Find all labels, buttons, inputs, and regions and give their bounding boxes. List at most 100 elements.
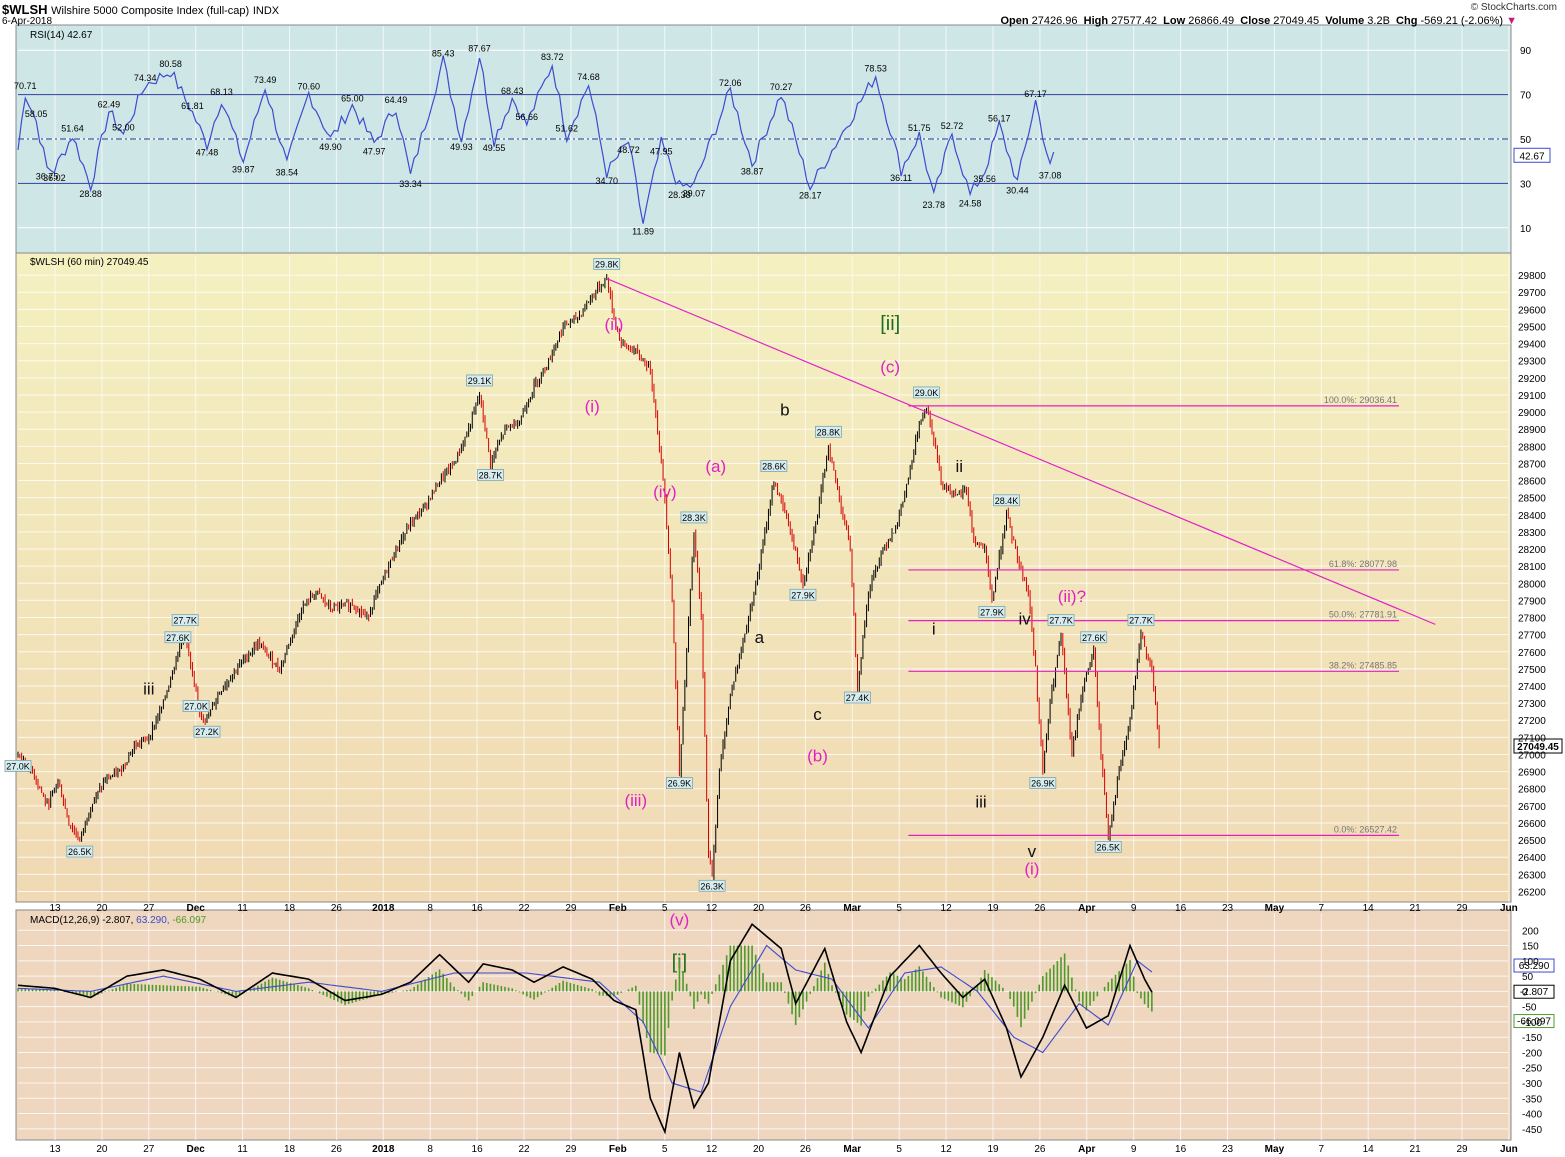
wave-label: ii xyxy=(955,457,963,476)
price-point-label: 29.8K xyxy=(595,260,619,270)
price-point-label: 27.9K xyxy=(980,607,1004,617)
rsi-point-label: 58.05 xyxy=(25,109,48,119)
x-tick-label-macd: 29 xyxy=(1456,1144,1468,1155)
rsi-point-label: 70.60 xyxy=(297,81,320,91)
x-tick-label-price: May xyxy=(1265,903,1285,914)
price-point-label: 27.0K xyxy=(6,761,30,771)
wave-label: i xyxy=(932,620,936,639)
price-point-label: 29.1K xyxy=(468,376,492,386)
price-point-badge xyxy=(1094,841,1122,853)
price-y-tick: 27800 xyxy=(1518,614,1546,625)
header-date: 6-Apr-2018 xyxy=(2,16,53,27)
close-value: 27049.45 xyxy=(1273,15,1320,27)
rsi-point-label: 61.81 xyxy=(181,101,204,111)
x-tick-label-price: Dec xyxy=(187,903,206,914)
price-point-label: 27.7K xyxy=(1129,616,1153,626)
low-label: Low xyxy=(1163,15,1186,27)
x-tick-label-macd: 14 xyxy=(1363,1144,1375,1155)
price-point-label: 28.6K xyxy=(762,462,786,472)
rsi-point-label: 39.87 xyxy=(232,164,255,174)
macd-y-tick: -350 xyxy=(1522,1094,1542,1105)
macd-panel xyxy=(15,909,1512,1141)
wave-label: (i) xyxy=(1024,859,1039,878)
x-tick-label-price: 26 xyxy=(331,903,343,914)
rsi-point-label: 52.00 xyxy=(112,123,135,133)
wave-label: a xyxy=(755,628,765,647)
price-point-label: 28.7K xyxy=(479,470,503,480)
price-point-badge xyxy=(477,469,504,481)
low-value: 26866.49 xyxy=(1188,15,1235,27)
price-point-label: 27.6K xyxy=(166,633,190,643)
price-y-tick: 28900 xyxy=(1518,425,1546,436)
x-tick-label-macd: 26 xyxy=(1034,1144,1046,1155)
price-point-badge xyxy=(1080,631,1108,644)
price-y-tick: 27600 xyxy=(1518,648,1546,659)
rsi-point-label: 33.34 xyxy=(399,179,422,189)
price-point-label: 26.5K xyxy=(1096,842,1120,852)
rsi-y-tick: 50 xyxy=(1520,135,1532,146)
price-point-badge xyxy=(1127,614,1155,627)
price-y-tick: 29400 xyxy=(1518,340,1546,351)
header-exchange: INDX xyxy=(252,5,280,17)
x-tick-label-price: Jun xyxy=(1500,903,1518,914)
rsi-point-label: 47.95 xyxy=(650,147,673,157)
fib-label: 100.0%: 29036.41 xyxy=(1324,395,1397,405)
price-point-label: 27.9K xyxy=(791,590,815,600)
rsi-point-label: 28.38 xyxy=(668,190,691,200)
fib-label: 0.0%: 26527.42 xyxy=(1334,824,1397,834)
macd-y-tick: -150 xyxy=(1522,1033,1542,1044)
x-tick-label-price: 5 xyxy=(896,903,902,914)
price-last-value: 27049.45 xyxy=(1517,742,1559,753)
x-tick-label-macd: 26 xyxy=(331,1144,343,1155)
rsi-point-label: 83.72 xyxy=(541,52,564,62)
price-point-badge xyxy=(666,777,693,789)
close-label: Close xyxy=(1240,15,1271,27)
price-point-label: 26.9K xyxy=(1031,779,1055,789)
rsi-point-label: 49.90 xyxy=(319,142,342,152)
price-point-badge xyxy=(913,386,940,399)
price-y-tick: 26400 xyxy=(1518,853,1546,864)
macd-y-tick: -250 xyxy=(1522,1064,1542,1075)
wave-label: (v) xyxy=(670,911,690,930)
high-label: High xyxy=(1083,15,1109,27)
x-tick-label-price: 29 xyxy=(565,903,577,914)
price-y-tick: 28300 xyxy=(1518,528,1546,539)
x-tick-label-price: 12 xyxy=(941,903,953,914)
rsi-point-label: 38.87 xyxy=(741,167,764,177)
macd-last-badge xyxy=(1513,984,1555,999)
x-tick-label-price: 14 xyxy=(1363,903,1375,914)
rsi-last-value: 42.67 xyxy=(1519,151,1544,162)
price-title: $WLSH (60 min) 27049.45 xyxy=(30,257,149,268)
price-y-tick: 28400 xyxy=(1518,511,1546,522)
x-tick-label-macd: 12 xyxy=(941,1144,953,1155)
price-y-tick: 26900 xyxy=(1518,768,1546,779)
x-tick-label-price: 26 xyxy=(800,903,812,914)
macd-signal-line xyxy=(17,944,1153,1093)
x-tick-label-macd: 5 xyxy=(896,1144,902,1155)
price-point-label: 26.5K xyxy=(68,847,92,857)
price-y-tick: 26200 xyxy=(1518,887,1546,898)
price-y-tick: 28000 xyxy=(1518,579,1546,590)
wave-label: (iii) xyxy=(624,791,647,810)
rsi-point-label: 51.75 xyxy=(908,123,931,133)
down-arrow-icon: ▼ xyxy=(1506,15,1517,27)
x-tick-label-macd: 21 xyxy=(1410,1144,1422,1155)
rsi-point-label: 24.58 xyxy=(959,198,982,208)
price-y-tick: 29700 xyxy=(1518,288,1546,299)
x-tick-label-macd: 11 xyxy=(237,1144,248,1155)
wave-label: iv xyxy=(1019,609,1032,628)
x-tick-label-macd: May xyxy=(1265,1144,1285,1155)
x-tick-label-macd: 16 xyxy=(1175,1144,1187,1155)
wave-label: (a) xyxy=(705,457,726,476)
price-point-label: 27.6K xyxy=(1082,633,1106,643)
rsi-point-label: 36.02 xyxy=(43,173,66,183)
x-tick-label-price: 7 xyxy=(1319,903,1325,914)
fib-label: 61.8%: 28077.98 xyxy=(1329,559,1397,569)
rsi-point-label: 28.17 xyxy=(799,190,822,200)
x-tick-label-price: Feb xyxy=(609,903,627,914)
price-point-badge xyxy=(1047,614,1075,627)
rsi-point-label: 87.67 xyxy=(468,43,491,53)
rsi-point-label: 70.27 xyxy=(770,82,793,92)
header-name: Wilshire 5000 Composite Index (full-cap) xyxy=(51,5,250,17)
x-tick-label-price: 21 xyxy=(1410,903,1422,914)
